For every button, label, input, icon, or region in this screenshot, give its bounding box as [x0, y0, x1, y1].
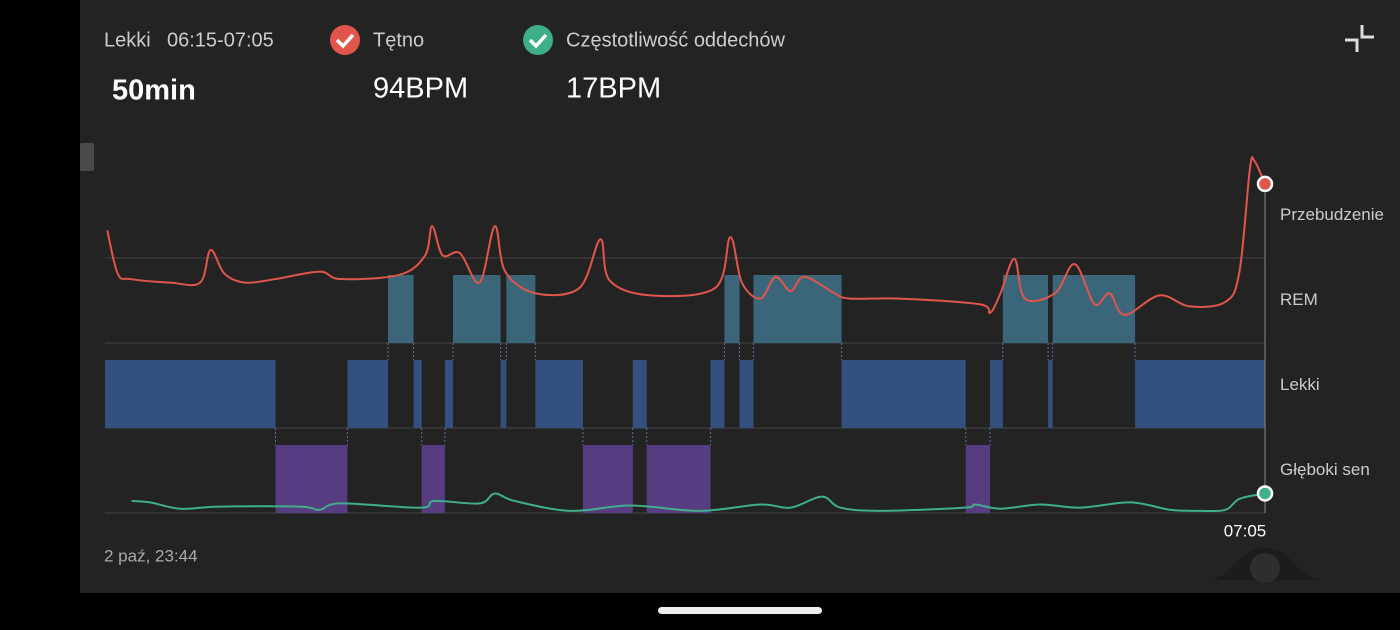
stage-segment [646, 445, 711, 513]
stage-segment [506, 275, 536, 343]
collapse-button[interactable] [1345, 25, 1374, 52]
metric-line [131, 492, 1266, 513]
stage-segment [105, 360, 276, 428]
stage-label: REM [1280, 290, 1318, 309]
stage-segment [413, 360, 422, 428]
metric-value: 17BPM [566, 73, 661, 105]
stage-segment [421, 445, 445, 513]
stage-segment [388, 275, 414, 343]
scroll-handle[interactable] [80, 143, 94, 171]
stage-segment [444, 360, 453, 428]
metric-check[interactable] [330, 25, 360, 55]
stage-segment [1048, 360, 1053, 428]
metric-value: 94BPM [373, 73, 468, 105]
stage-label: Przebudzenie [1280, 205, 1384, 224]
metric-line [106, 156, 1266, 316]
x-end-label: 07:05 [1224, 521, 1267, 540]
metric-name: Częstotliwość oddechów [566, 29, 786, 51]
metric-marker [1256, 485, 1274, 502]
time-range: 06:15-07:05 [167, 29, 274, 51]
stage-segment [724, 275, 740, 343]
stage-label: Lekki [104, 29, 151, 51]
stage-segment [347, 360, 389, 428]
scrubber-knob[interactable] [1250, 553, 1280, 583]
stage-segment [582, 445, 633, 513]
metric-check[interactable] [523, 25, 553, 55]
stage-segment [990, 360, 1003, 428]
metric-marker [1256, 175, 1274, 193]
stage-segment [739, 360, 754, 428]
stage-segment [1135, 360, 1265, 428]
date-label: 2 paź, 23:44 [104, 546, 198, 565]
stage-segment [500, 360, 507, 428]
stage-segment [965, 445, 991, 513]
stage-segment [710, 360, 725, 428]
stage-segment [632, 360, 647, 428]
stage-segment [753, 275, 842, 343]
stage-segment [275, 445, 348, 513]
plot: Przebudzenie REM Lekki Głęboki sen [105, 156, 1384, 514]
duration: 50min [112, 75, 196, 107]
stage-segment [1002, 275, 1049, 343]
stage-segment [535, 360, 583, 428]
stage-label: Lekki [1280, 375, 1320, 394]
stage-segment [1052, 275, 1136, 343]
stage-segment [841, 360, 966, 428]
nav-bar[interactable] [658, 607, 822, 614]
metric-name: Tętno [373, 29, 424, 51]
stage-segment [453, 275, 501, 343]
stage-label: Głęboki sen [1280, 460, 1370, 479]
